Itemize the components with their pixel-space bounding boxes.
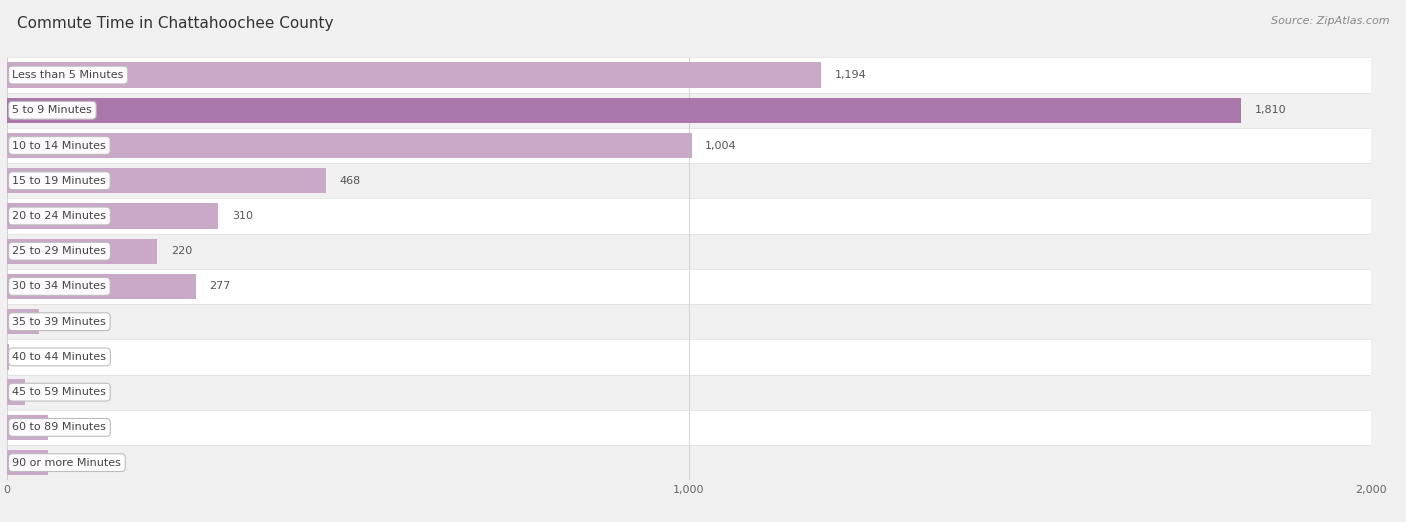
Text: 90 or more Minutes: 90 or more Minutes: [13, 458, 121, 468]
Bar: [7, 450, 48, 476]
Text: 30 to 34 Minutes: 30 to 34 Minutes: [13, 281, 107, 291]
Bar: [7, 198, 1371, 234]
Text: 1,810: 1,810: [1256, 105, 1286, 115]
Text: Less than 5 Minutes: Less than 5 Minutes: [13, 70, 124, 80]
Bar: [7, 339, 1371, 375]
Bar: [7, 379, 25, 405]
Bar: [7, 309, 39, 335]
Text: 220: 220: [170, 246, 193, 256]
Text: 45 to 59 Minutes: 45 to 59 Minutes: [13, 387, 107, 397]
Text: 47: 47: [52, 317, 67, 327]
Bar: [7, 62, 821, 88]
Bar: [7, 414, 48, 440]
Bar: [7, 168, 326, 194]
Text: 40 to 44 Minutes: 40 to 44 Minutes: [13, 352, 107, 362]
Text: 25 to 29 Minutes: 25 to 29 Minutes: [13, 246, 107, 256]
Bar: [7, 304, 1371, 339]
Text: 310: 310: [232, 211, 253, 221]
Text: 20 to 24 Minutes: 20 to 24 Minutes: [13, 211, 107, 221]
Bar: [7, 163, 1371, 198]
Text: 277: 277: [209, 281, 231, 291]
Text: 26: 26: [38, 387, 52, 397]
Bar: [7, 445, 1371, 480]
Text: 468: 468: [340, 176, 361, 186]
Text: 15 to 19 Minutes: 15 to 19 Minutes: [13, 176, 107, 186]
Bar: [7, 234, 1371, 269]
Text: 0: 0: [62, 458, 69, 468]
Bar: [7, 93, 1371, 128]
Text: Source: ZipAtlas.com: Source: ZipAtlas.com: [1271, 16, 1389, 26]
Text: 5 to 9 Minutes: 5 to 9 Minutes: [13, 105, 93, 115]
Text: 3: 3: [22, 352, 30, 362]
Text: 1,004: 1,004: [706, 140, 737, 150]
Bar: [7, 239, 157, 264]
Bar: [7, 98, 1241, 123]
Bar: [7, 375, 1371, 410]
Text: 10 to 14 Minutes: 10 to 14 Minutes: [13, 140, 107, 150]
Bar: [7, 344, 8, 370]
Text: 60 to 89 Minutes: 60 to 89 Minutes: [13, 422, 107, 432]
Bar: [7, 133, 692, 158]
Bar: [7, 57, 1371, 93]
Bar: [7, 410, 1371, 445]
Text: 1,194: 1,194: [835, 70, 866, 80]
Bar: [7, 203, 218, 229]
Bar: [7, 269, 1371, 304]
Bar: [7, 274, 195, 299]
Text: 35 to 39 Minutes: 35 to 39 Minutes: [13, 317, 107, 327]
Text: Commute Time in Chattahoochee County: Commute Time in Chattahoochee County: [17, 16, 333, 31]
Bar: [7, 128, 1371, 163]
Text: 0: 0: [62, 422, 69, 432]
